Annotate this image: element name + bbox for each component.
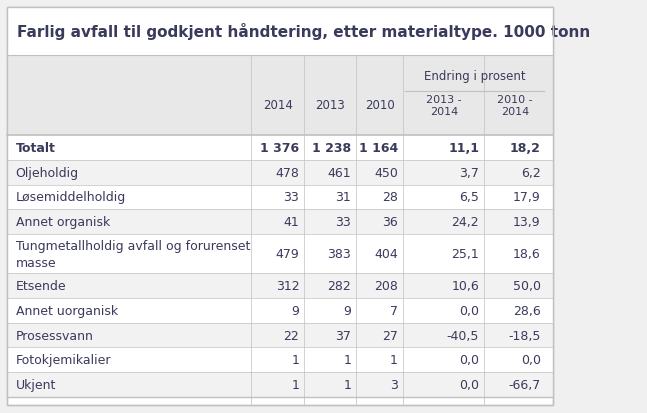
Bar	[7, 160, 553, 185]
Text: 27: 27	[382, 329, 398, 342]
Bar	[7, 210, 553, 235]
Text: Endring i prosent: Endring i prosent	[424, 70, 525, 83]
Text: Prosessvann: Prosessvann	[16, 329, 93, 342]
Text: 9: 9	[291, 304, 300, 317]
Text: 383: 383	[327, 247, 351, 261]
Text: 1 164: 1 164	[358, 142, 398, 154]
Text: Annet uorganisk: Annet uorganisk	[16, 304, 118, 317]
Bar	[7, 136, 553, 160]
Text: 0,0: 0,0	[459, 304, 479, 317]
Text: 1 376: 1 376	[260, 142, 300, 154]
Text: 2013 -
2014: 2013 - 2014	[426, 95, 461, 116]
Text: 28: 28	[382, 191, 398, 204]
Text: 404: 404	[374, 247, 398, 261]
Text: 1: 1	[344, 378, 351, 391]
Text: Etsende: Etsende	[16, 279, 66, 292]
Text: 11,1: 11,1	[448, 142, 479, 154]
Bar	[7, 185, 553, 210]
Text: 36: 36	[382, 216, 398, 229]
Text: 18,2: 18,2	[510, 142, 541, 154]
Text: 2010 -
2014: 2010 - 2014	[498, 95, 533, 116]
Bar	[7, 323, 553, 348]
Text: -66,7: -66,7	[509, 378, 541, 391]
Text: 3: 3	[390, 378, 398, 391]
Text: 0,0: 0,0	[459, 378, 479, 391]
Text: 17,9: 17,9	[513, 191, 541, 204]
Bar	[7, 298, 553, 323]
Text: 1: 1	[390, 354, 398, 366]
Text: Ukjent: Ukjent	[16, 378, 56, 391]
Text: Løsemiddelholdig: Løsemiddelholdig	[16, 191, 126, 204]
Text: 50,0: 50,0	[512, 279, 541, 292]
Text: 208: 208	[374, 279, 398, 292]
Text: 33: 33	[283, 191, 300, 204]
Text: Tungmetallholdig avfall og forurenset: Tungmetallholdig avfall og forurenset	[16, 239, 250, 252]
Text: 10,6: 10,6	[452, 279, 479, 292]
Text: 18,6: 18,6	[513, 247, 541, 261]
Text: 2010: 2010	[365, 99, 395, 112]
Text: 6,5: 6,5	[459, 191, 479, 204]
Text: 450: 450	[374, 166, 398, 179]
Text: 2014: 2014	[263, 99, 292, 112]
Text: Fotokjemikalier: Fotokjemikalier	[16, 354, 111, 366]
Text: -40,5: -40,5	[447, 329, 479, 342]
Text: 7: 7	[390, 304, 398, 317]
Text: Totalt: Totalt	[16, 142, 56, 154]
Text: 461: 461	[327, 166, 351, 179]
Text: Annet organisk: Annet organisk	[16, 216, 110, 229]
Bar	[7, 273, 553, 298]
Text: 312: 312	[276, 279, 300, 292]
Bar	[7, 56, 553, 136]
Text: Oljeholdig: Oljeholdig	[16, 166, 79, 179]
Text: 33: 33	[335, 216, 351, 229]
Bar	[7, 372, 553, 397]
Text: 31: 31	[335, 191, 351, 204]
Text: 479: 479	[276, 247, 300, 261]
Text: 24,2: 24,2	[452, 216, 479, 229]
Text: 28,6: 28,6	[513, 304, 541, 317]
Text: 2013: 2013	[316, 99, 345, 112]
Text: 1 238: 1 238	[312, 142, 351, 154]
Text: 3,7: 3,7	[459, 166, 479, 179]
Text: 282: 282	[327, 279, 351, 292]
Text: masse: masse	[16, 256, 56, 269]
Text: 41: 41	[283, 216, 300, 229]
Bar	[7, 8, 553, 56]
Text: 1: 1	[291, 378, 300, 391]
Bar	[7, 348, 553, 372]
Bar	[7, 235, 553, 273]
Text: 0,0: 0,0	[459, 354, 479, 366]
Text: 1: 1	[291, 354, 300, 366]
Text: 478: 478	[276, 166, 300, 179]
Text: -18,5: -18,5	[509, 329, 541, 342]
Text: 0,0: 0,0	[521, 354, 541, 366]
Text: 22: 22	[283, 329, 300, 342]
Text: 37: 37	[335, 329, 351, 342]
Text: 25,1: 25,1	[452, 247, 479, 261]
Text: 6,2: 6,2	[521, 166, 541, 179]
Text: 1: 1	[344, 354, 351, 366]
Text: 9: 9	[344, 304, 351, 317]
Text: Farlig avfall til godkjent håndtering, etter materialtype. 1000 tonn: Farlig avfall til godkjent håndtering, e…	[17, 24, 591, 40]
Text: 13,9: 13,9	[513, 216, 541, 229]
